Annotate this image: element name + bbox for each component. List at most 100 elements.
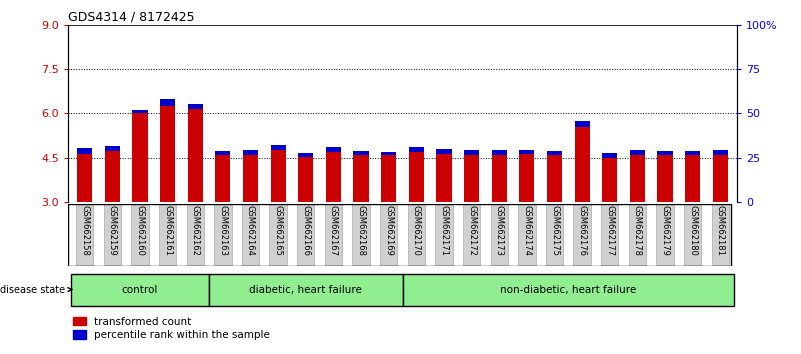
Text: GSM662162: GSM662162 — [191, 205, 199, 256]
Bar — [602, 158, 618, 202]
Bar — [518, 204, 536, 265]
Bar — [630, 150, 645, 155]
Bar — [464, 155, 479, 202]
Bar — [326, 152, 341, 202]
Text: GSM662163: GSM662163 — [219, 205, 227, 256]
Bar — [298, 157, 313, 202]
Bar — [574, 204, 591, 265]
Bar — [437, 149, 452, 154]
Bar — [77, 148, 92, 154]
Text: GSM662160: GSM662160 — [135, 205, 144, 256]
Text: GSM662169: GSM662169 — [384, 205, 393, 256]
Bar — [519, 154, 534, 202]
Bar — [437, 154, 452, 202]
Text: GSM662165: GSM662165 — [274, 205, 283, 256]
Bar — [159, 204, 176, 265]
Text: GSM662179: GSM662179 — [661, 205, 670, 256]
Text: GSM662164: GSM662164 — [246, 205, 255, 256]
Legend: transformed count, percentile rank within the sample: transformed count, percentile rank withi… — [74, 317, 270, 340]
Bar — [713, 155, 728, 202]
Bar — [381, 152, 396, 155]
Bar — [271, 145, 286, 150]
Bar — [685, 151, 700, 155]
Bar — [409, 152, 424, 202]
Bar — [711, 204, 729, 265]
Text: diabetic, heart failure: diabetic, heart failure — [249, 285, 362, 295]
Bar — [209, 274, 403, 306]
Bar — [242, 204, 260, 265]
Bar — [353, 155, 368, 202]
Bar — [547, 155, 562, 202]
Text: GSM662158: GSM662158 — [80, 205, 89, 256]
Bar — [271, 150, 286, 202]
Bar — [381, 155, 396, 202]
Bar — [464, 150, 479, 155]
Text: GSM662168: GSM662168 — [356, 205, 365, 256]
Bar — [243, 150, 258, 155]
Bar — [601, 204, 618, 265]
Bar — [131, 204, 149, 265]
Bar — [658, 155, 673, 202]
Text: GSM662175: GSM662175 — [550, 205, 559, 256]
Bar — [269, 204, 287, 265]
Bar — [160, 99, 175, 106]
Bar — [490, 204, 508, 265]
Bar — [105, 146, 120, 151]
Bar — [76, 204, 94, 265]
Text: GSM662181: GSM662181 — [716, 205, 725, 256]
Bar — [187, 109, 203, 202]
Bar — [602, 153, 618, 158]
Bar — [574, 121, 590, 127]
Bar — [409, 147, 424, 152]
Text: GSM662171: GSM662171 — [440, 205, 449, 256]
Bar — [629, 204, 646, 265]
Bar — [353, 151, 368, 155]
Bar — [492, 155, 507, 202]
Bar — [713, 150, 728, 155]
Bar — [630, 155, 645, 202]
Bar — [463, 204, 481, 265]
Bar — [187, 204, 204, 265]
Bar — [519, 150, 534, 154]
Bar — [77, 154, 92, 202]
Text: control: control — [122, 285, 158, 295]
Bar — [326, 147, 341, 152]
Bar — [160, 106, 175, 202]
Bar — [352, 204, 370, 265]
Text: GSM662172: GSM662172 — [467, 205, 476, 256]
Text: GSM662161: GSM662161 — [163, 205, 172, 256]
Bar — [435, 204, 453, 265]
Text: GSM662177: GSM662177 — [606, 205, 614, 256]
Text: GSM662166: GSM662166 — [301, 205, 310, 256]
Bar — [684, 204, 702, 265]
Bar — [297, 204, 315, 265]
Text: GDS4314 / 8172425: GDS4314 / 8172425 — [68, 11, 195, 24]
Bar — [215, 155, 231, 202]
Text: GSM662180: GSM662180 — [688, 205, 697, 256]
Bar — [243, 155, 258, 202]
Text: GSM662167: GSM662167 — [329, 205, 338, 256]
Bar — [492, 150, 507, 155]
Text: GSM662178: GSM662178 — [633, 205, 642, 256]
Bar — [187, 104, 203, 109]
Bar — [103, 204, 121, 265]
Bar — [215, 151, 231, 155]
Bar — [574, 127, 590, 202]
Bar — [214, 204, 231, 265]
Bar — [547, 151, 562, 155]
Bar — [105, 151, 120, 202]
Text: non-diabetic, heart failure: non-diabetic, heart failure — [500, 285, 637, 295]
Bar — [324, 204, 342, 265]
Text: disease state: disease state — [0, 285, 72, 295]
Bar — [545, 204, 563, 265]
Text: GSM662176: GSM662176 — [578, 205, 586, 256]
Text: GSM662173: GSM662173 — [495, 205, 504, 256]
Bar — [132, 113, 147, 202]
Bar — [402, 274, 735, 306]
Bar — [656, 204, 674, 265]
Text: GSM662170: GSM662170 — [412, 205, 421, 256]
Text: GSM662174: GSM662174 — [522, 205, 531, 256]
Bar — [380, 204, 397, 265]
Bar — [408, 204, 425, 265]
Bar — [70, 274, 209, 306]
